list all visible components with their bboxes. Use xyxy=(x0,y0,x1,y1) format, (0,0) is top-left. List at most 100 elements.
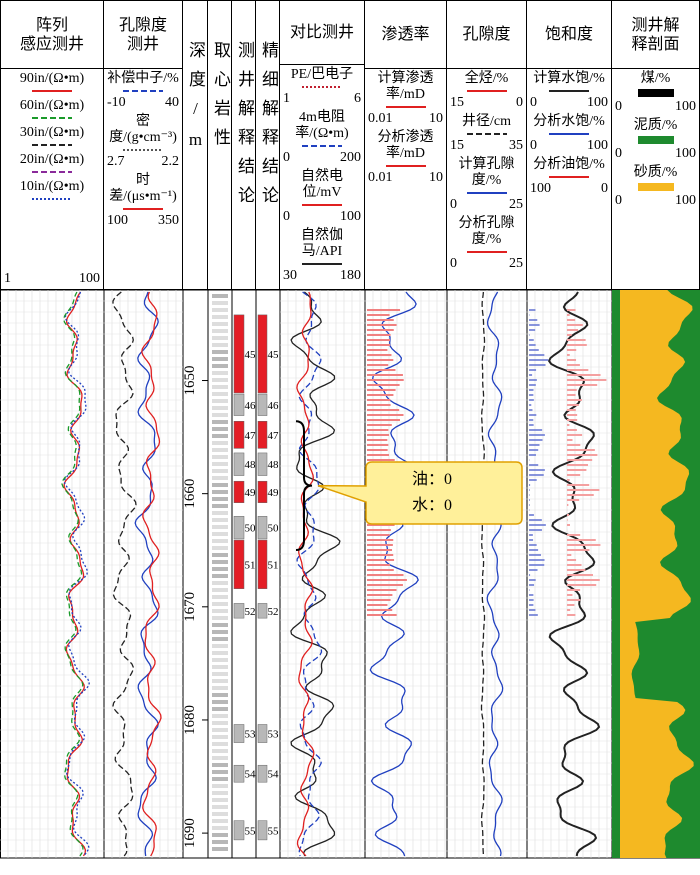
core-stripe xyxy=(212,749,228,753)
legend-entry: 全烃/% 15 0 xyxy=(450,71,523,111)
log-curve xyxy=(63,291,87,857)
layer-label: 55 xyxy=(245,825,257,837)
core-stripe xyxy=(212,826,228,830)
core-stripe xyxy=(212,357,228,361)
legend-label: 计算孔隙度/% xyxy=(458,157,515,188)
layer-box xyxy=(233,421,245,449)
layer-label: 54 xyxy=(245,769,257,781)
scale-max: 6 xyxy=(354,91,361,106)
scale: 0.01 10 xyxy=(368,111,443,127)
column-title-box: 孔隙度 测井 xyxy=(104,1,182,69)
core-stripe xyxy=(212,385,228,389)
sand-fill xyxy=(620,290,694,858)
layer-label: 49 xyxy=(268,487,280,499)
legend-entry: 时差/(μs•m⁻¹) 100 350 xyxy=(107,173,179,229)
core-stripe xyxy=(212,847,228,851)
core-stripe xyxy=(212,322,228,326)
column-title: 渗透率 xyxy=(381,26,430,43)
core-stripe xyxy=(212,308,228,312)
legend-swatch xyxy=(123,149,163,151)
scale-min: 100 xyxy=(530,181,551,196)
legend-entry: 分析渗透率/mD 0.01 10 xyxy=(368,130,443,186)
core-stripe xyxy=(212,630,228,634)
legend-swatch xyxy=(32,198,72,200)
legend: 补偿中子/% -10 40 密度/(g•cm⁻³) 2.7 2.2 时差/(μs•m⁻¹) 1… xyxy=(104,69,182,289)
scale-min: 0.01 xyxy=(368,111,393,126)
column-title-box: 对比测井 xyxy=(280,1,364,65)
scale-max: 100 xyxy=(587,138,608,153)
core-stripe xyxy=(212,770,228,774)
scale-max: 10 xyxy=(429,170,443,185)
scale-max: 100 xyxy=(79,271,100,286)
core-stripe xyxy=(212,840,228,844)
core-stripe xyxy=(212,707,228,711)
core-stripe xyxy=(212,406,228,410)
scale-min: 0 xyxy=(283,150,290,165)
legend-entry: 补偿中子/% -10 40 xyxy=(107,71,179,111)
column-title: 孔隙度 xyxy=(118,16,167,34)
core-stripe xyxy=(212,777,228,781)
callout-box xyxy=(317,461,523,525)
scale: -10 40 xyxy=(107,95,179,111)
core-stripe xyxy=(212,693,228,697)
core-stripe xyxy=(212,343,228,347)
layer-box xyxy=(257,421,268,449)
scale-max: 100 xyxy=(587,95,608,110)
column-title-box: 测井解 释剖面 xyxy=(612,1,699,69)
legend-label: 时差/(μs•m⁻¹) xyxy=(109,173,177,204)
legend-swatch xyxy=(637,183,674,191)
core-stripe xyxy=(212,483,228,487)
core-stripe xyxy=(212,329,228,333)
core-stripe xyxy=(212,315,228,319)
depth-label: 1660 xyxy=(182,479,198,509)
log-curve xyxy=(290,291,341,857)
core-stripe xyxy=(212,574,228,578)
layer-label: 49 xyxy=(245,487,257,499)
legend: 全烃/% 15 0 井径/cm 15 35 计算孔隙度/% 0 25 分析孔隙度/% 0 25 xyxy=(447,69,526,289)
legend-label: 计算渗透率/mD xyxy=(377,71,434,102)
core-stripe xyxy=(212,490,228,494)
core-stripe xyxy=(212,819,228,823)
legend-swatch xyxy=(549,90,589,92)
legend-label: 计算水饱/% xyxy=(533,71,605,86)
scale-max: 350 xyxy=(158,213,179,228)
core-stripe xyxy=(212,616,228,620)
brace xyxy=(295,420,313,552)
scale-max: 25 xyxy=(509,197,523,212)
scale-min: 0 xyxy=(450,197,457,212)
log-curve xyxy=(63,291,90,857)
legend-label: 30in/(Ω•m) xyxy=(19,125,85,140)
core-stripe xyxy=(212,672,228,676)
core-stripe xyxy=(212,560,228,564)
core-stripe xyxy=(212,714,228,718)
core-stripe xyxy=(212,525,228,529)
scale: 30 180 xyxy=(283,268,361,284)
core-stripe xyxy=(212,518,228,522)
legend-swatch xyxy=(385,165,426,167)
legend-swatch xyxy=(466,90,507,92)
depth-label: 1680 xyxy=(182,705,198,735)
legend-label: 砂质/% xyxy=(633,165,678,180)
legend-label: 60in/(Ω•m) xyxy=(19,98,85,113)
scale: 15 35 xyxy=(450,138,523,154)
core-stripe xyxy=(212,637,228,641)
scale-min: 1 xyxy=(283,91,290,106)
legend-label: 分析渗透率/mD xyxy=(377,130,434,161)
legend-swatch xyxy=(32,144,72,146)
layer-label: 51 xyxy=(268,559,279,571)
scale: 1 100 xyxy=(4,271,100,287)
scale-max: 40 xyxy=(165,95,179,110)
core-stripe xyxy=(212,546,228,550)
log-curve xyxy=(486,291,504,857)
scale-min: 2.7 xyxy=(107,154,125,169)
layer-box xyxy=(233,516,245,540)
scale-min: 0 xyxy=(615,99,622,114)
core-stripe xyxy=(212,791,228,795)
column-title-box: 饱和度 xyxy=(527,1,611,69)
legend-swatch xyxy=(385,106,426,108)
scale-max: 180 xyxy=(340,268,361,283)
legend-entry: 计算孔隙度/% 0 25 xyxy=(450,157,523,213)
legend: 90in/(Ω•m) 60in/(Ω•m) 30in/(Ω•m) 20in/(Ω•m)… xyxy=(1,69,103,289)
core-stripe xyxy=(212,805,228,809)
legend-label: 20in/(Ω•m) xyxy=(19,152,85,167)
